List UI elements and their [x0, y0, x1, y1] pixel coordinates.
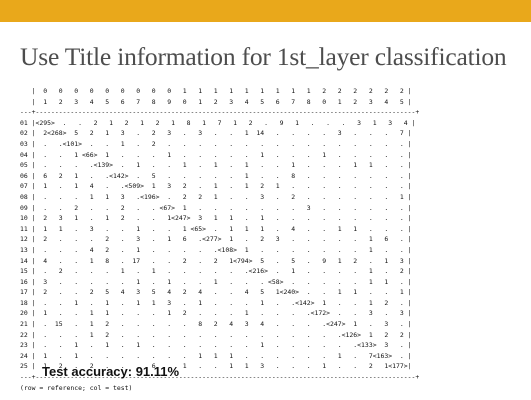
matrix-row: 04 | . . 1 <66> 1 . . . 1 . . . . . 1 . …: [20, 150, 412, 159]
matrix-separator: ---+------------------------------------…: [20, 108, 420, 117]
matrix-row: 02 | 2<268> 5 2 1 3 . 2 3 . 3 . . 1 14 .…: [20, 129, 412, 138]
matrix-row: 06 | 6 2 1 . .<142> . 5 . . . . . 1 . . …: [20, 171, 412, 180]
matrix-row: 01 |<295> . . 2 1 2 1 2 1 8 1 7 1 2 . 9 …: [20, 118, 416, 127]
matrix-row: 18 | . . 1 . 1 . 1 1 3 . 1 . . . 1 . .<1…: [20, 298, 412, 307]
matrix-row: 08 | . . . 1 1 3 .<196> . 2 2 1 . . 3 . …: [20, 192, 412, 201]
matrix-separator-bottom: ---+------------------------------------…: [20, 373, 420, 382]
matrix-row: 21 | . 15 . 1 2 . . . . . 8 2 4 3 4 . . …: [20, 320, 412, 329]
matrix-row: 17 | 2 . . 2 5 4 3 5 4 2 4 . . 4 5 1<240…: [20, 288, 412, 297]
matrix-row: 11 | 1 1 . 3 . . 1 . . 1 <65> . 1 1 1 . …: [20, 224, 412, 233]
test-accuracy-label: Test accuracy: 91.11%: [42, 364, 180, 379]
matrix-row: 15 | . 2 . . . 1 . 1 . . . . . .<216> . …: [20, 267, 412, 276]
matrix-row: 20 | 1 . . 1 1 . . . 1 2 . . . 1 . . . .…: [20, 309, 412, 318]
matrix-row: 23 | . . 1 . 1 . 1 . . . . . . . 1 . . .…: [20, 341, 412, 350]
matrix-column-header-tens: | 0 0 0 0 0 0 0 0 0 1 1 1 1 1 1 1 1 1 2 …: [20, 87, 412, 95]
matrix-row: 12 | 2 . . . 2 . 3 . 1 6 .<277> 1 . 2 3 …: [20, 235, 412, 244]
matrix-row: 07 | 1 . 1 4 . .<509> 1 3 2 . 1 . 1 2 1 …: [20, 182, 412, 191]
matrix-row: 24 | 1 . 1 . . . . . . . 1 1 1 . . . . .…: [20, 351, 412, 360]
matrix-footnote: (row = reference; col = test): [20, 383, 133, 392]
matrix-row: 03 | . .<101> . . 1 . 2 . . . . . . . . …: [20, 139, 412, 148]
matrix-row: 05 | . . . .<139> . 1 . . 1 . 1 . 1 . . …: [20, 161, 412, 170]
slide-title: Use Title information for 1st_layer clas…: [20, 42, 507, 71]
matrix-row: 16 | 3 . . . . . 1 . 1 . . 1 . . . <58> …: [20, 277, 412, 286]
matrix-row: 10 | 2 3 1 . 1 2 . . 1<247> 3 1 1 . 1 . …: [20, 214, 412, 223]
top-accent-bar: [0, 0, 531, 22]
matrix-row: 22 | . . . 1 2 . . . . . . . . . . . . .…: [20, 330, 412, 339]
confusion-matrix: | 0 0 0 0 0 0 0 0 0 1 1 1 1 1 1 1 1 1 2 …: [20, 86, 419, 393]
matrix-row: 14 | 4 . . 1 8 . 17 . . 2 . 2 1<794> 5 .…: [20, 256, 412, 265]
matrix-row: 13 | . . . 4 2 . 1 . . . . .<108> 1 . . …: [20, 245, 412, 254]
matrix-row: 25 | 1 2 . 2 . . . 6 . 1 . . 1 1 3 . . .…: [20, 362, 412, 371]
matrix-column-header-units: | 1 2 3 4 5 6 7 8 9 0 1 2 3 4 5 6 7 8 0 …: [20, 97, 412, 106]
matrix-row: 09 | . . 2 . . 2 . . <67> 1 . . . . . . …: [20, 203, 412, 212]
